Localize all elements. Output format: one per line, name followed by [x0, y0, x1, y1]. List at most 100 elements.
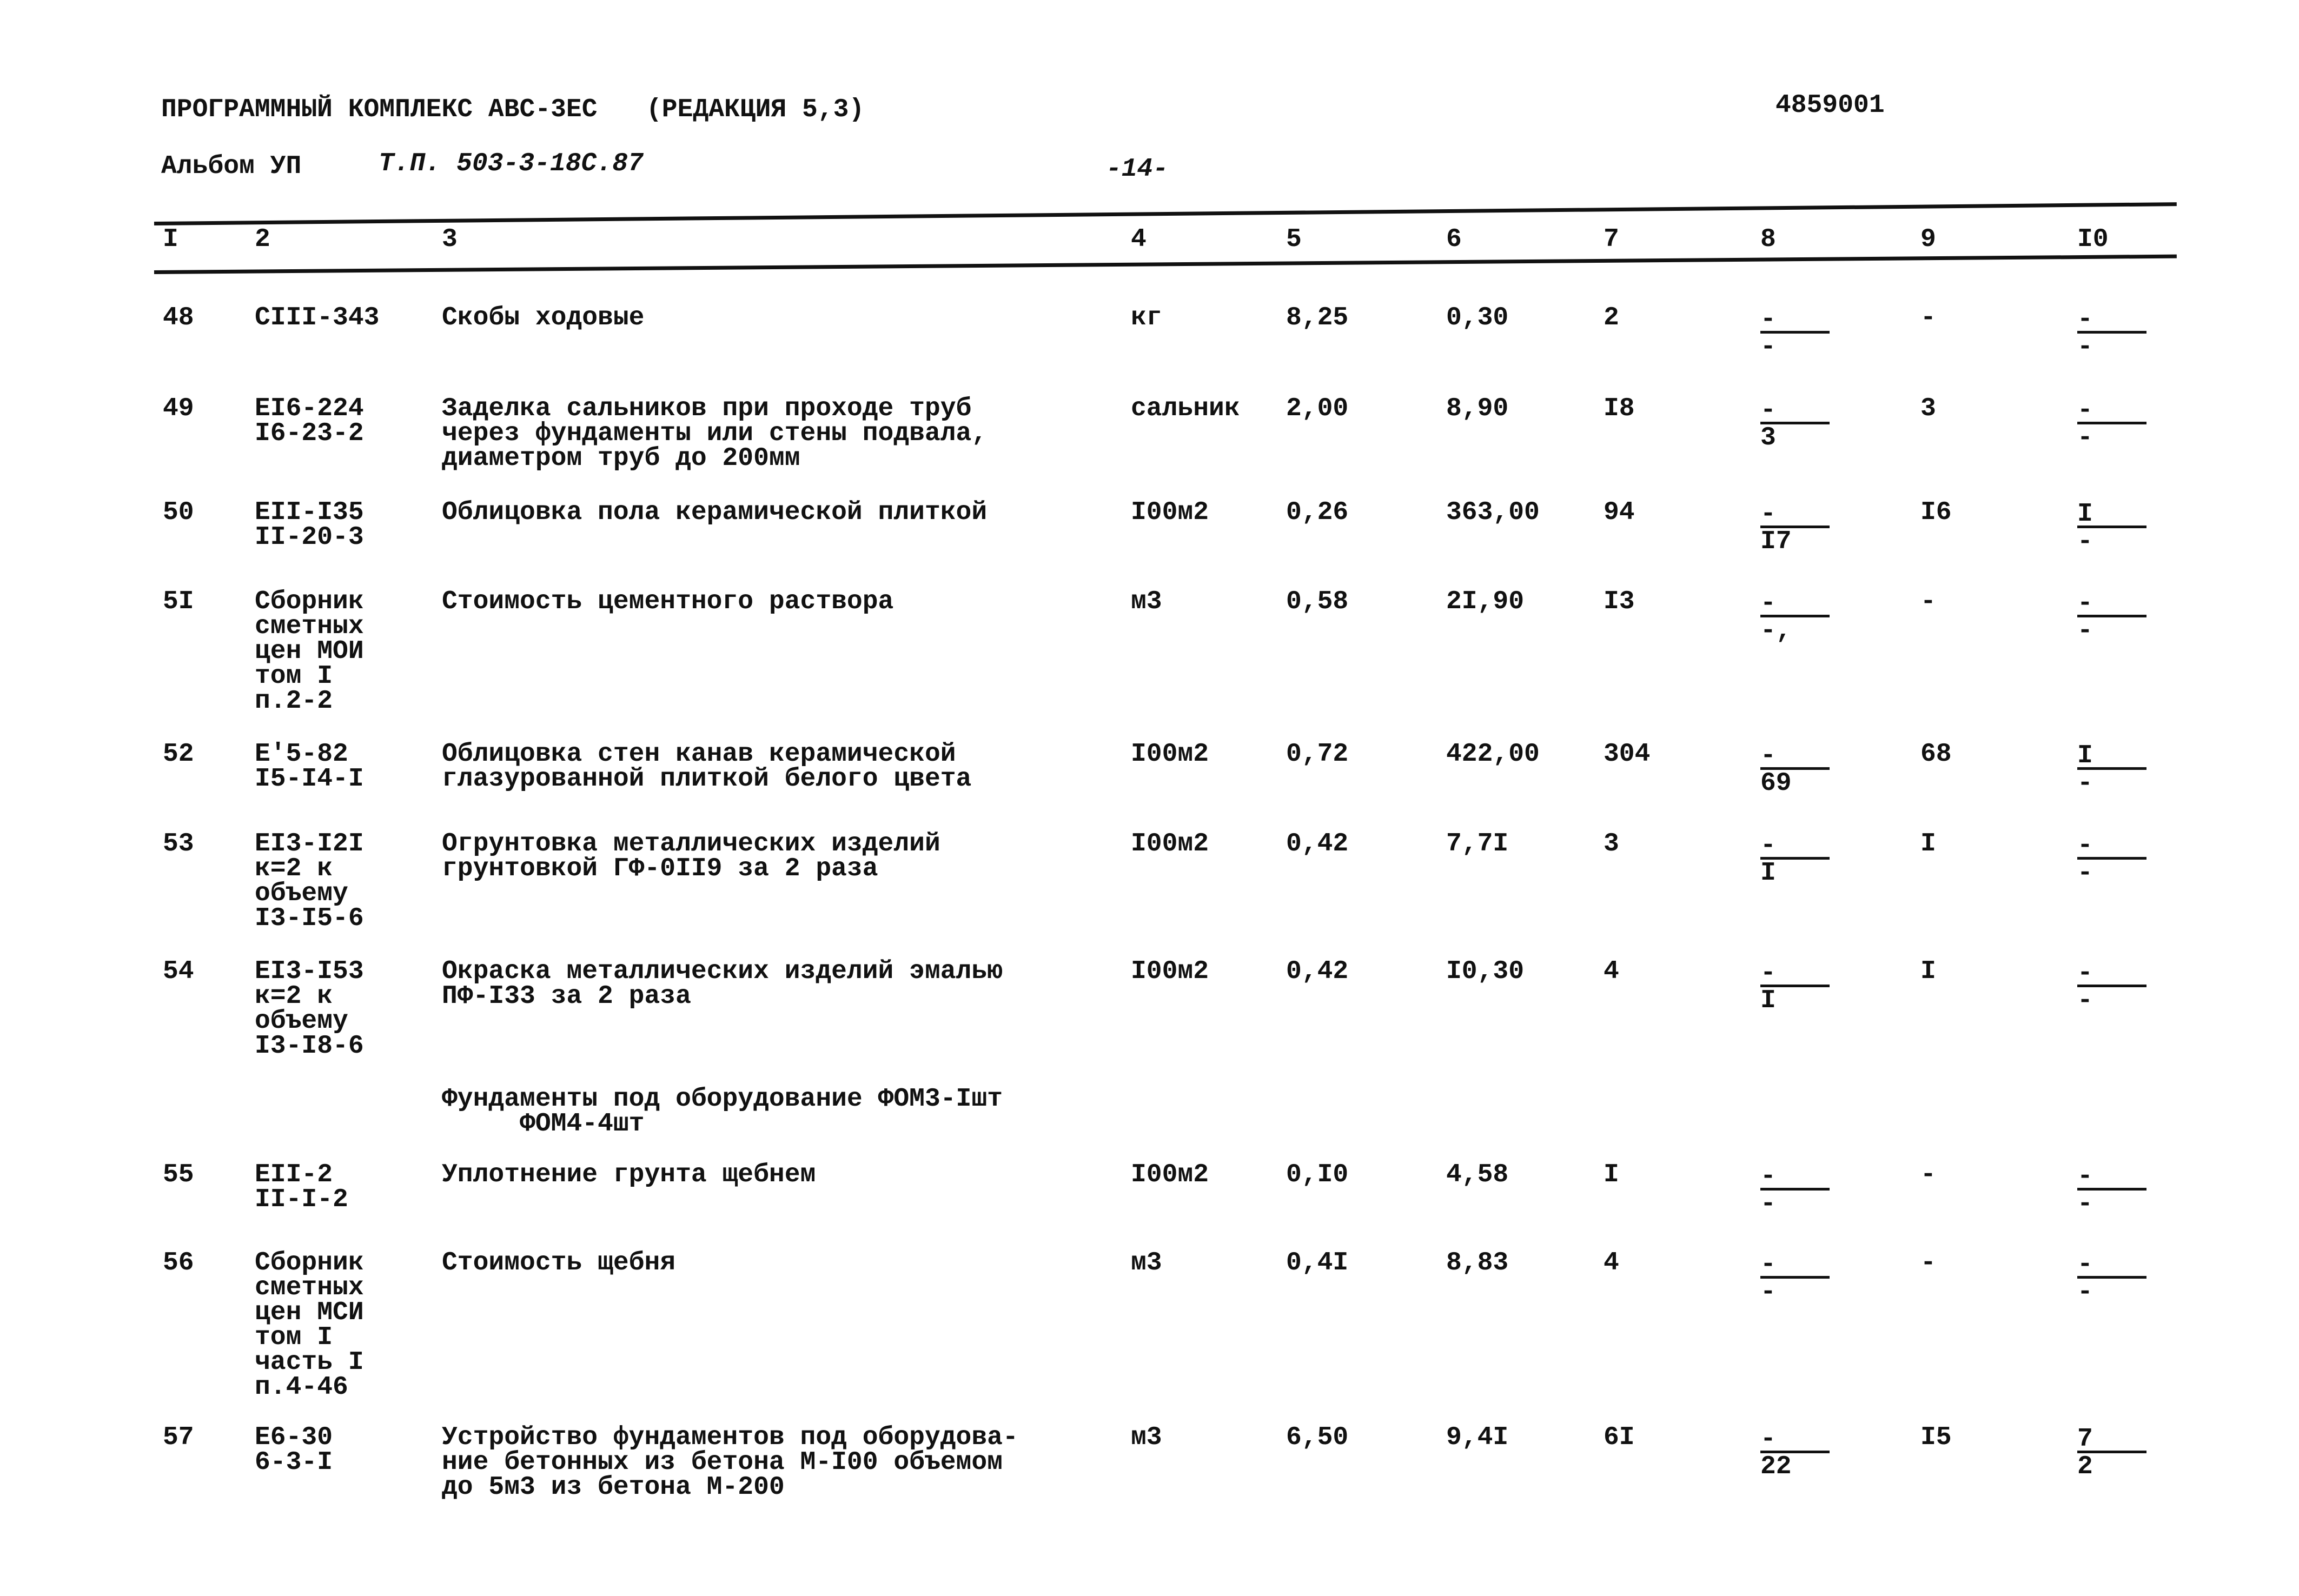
column-9-value: I6 — [1920, 498, 1952, 527]
column-8-fraction: -22 — [1760, 1425, 1831, 1480]
column-10-fraction: -- — [2077, 1250, 2148, 1307]
unit: кг — [1131, 303, 1162, 332]
work-name: Окраска металлических изделий эмалью ПФ-… — [442, 957, 1003, 1011]
unit: I00м2 — [1131, 829, 1209, 859]
column-9-value: I — [1920, 829, 1936, 859]
fraction-bar — [2077, 1451, 2146, 1453]
unit-price: 8,90 — [1446, 394, 1509, 423]
numerator: I — [2077, 741, 2093, 770]
numerator: - — [1760, 396, 1776, 425]
quantity: 0,4I — [1286, 1248, 1349, 1278]
column-8-fraction: -- — [1760, 305, 1831, 361]
unit: м3 — [1131, 1423, 1162, 1452]
table-header-rule — [154, 254, 2177, 274]
denominator: - — [2077, 1278, 2093, 1307]
column-10-fraction: -- — [2077, 960, 2148, 1014]
fraction-bar — [1760, 422, 1830, 424]
numerator: - — [2077, 589, 2093, 618]
quantity: 0,58 — [1286, 587, 1349, 616]
quantity: 0,I0 — [1286, 1160, 1349, 1189]
column-header-9: 9 — [1920, 225, 1936, 254]
column-header-10: I0 — [2077, 225, 2109, 254]
denominator: - — [2077, 769, 2093, 798]
denominator: -, — [1760, 616, 1792, 646]
numerator: - — [2077, 1250, 2093, 1279]
quantity: 2,00 — [1286, 394, 1349, 423]
numerator: - — [1760, 1425, 1776, 1454]
rate-code: Сборник сметных цен МСИ том I часть I п.… — [255, 1248, 364, 1402]
quantity: 0,42 — [1286, 829, 1349, 859]
column-9-value: - — [1920, 587, 1936, 616]
column-9-value: - — [1920, 1160, 1936, 1189]
column-10-fraction: I- — [2077, 500, 2148, 555]
numerator: - — [1760, 1250, 1776, 1279]
column-10-fraction: -- — [2077, 1163, 2148, 1219]
unit-price: 4,58 — [1446, 1160, 1509, 1189]
numerator: - — [1760, 1162, 1776, 1191]
rate-code: Е6-30 6-3-I — [255, 1423, 333, 1477]
numerator: - — [1760, 500, 1776, 529]
column-8-fraction: -- — [1760, 1162, 1831, 1219]
column-9-value: I — [1920, 957, 1936, 986]
column-9-value: - — [1920, 1248, 1936, 1278]
row-number: 53 — [163, 829, 194, 859]
total-cost: I — [1604, 1160, 1619, 1189]
column-9-value: - — [1920, 303, 1936, 332]
rate-code: СIII-343 — [255, 303, 380, 332]
rate-code: ЕI3-I2I к=2 к объему I3-I5-6 — [255, 829, 364, 933]
edition-label: (РЕДАКЦИЯ 5,3) — [646, 95, 865, 124]
rate-code: Е'5-82 I5-I4-I — [255, 740, 364, 794]
row-number: 50 — [163, 498, 194, 527]
fraction-bar — [1760, 767, 1830, 770]
fraction-bar — [2077, 526, 2146, 528]
column-header-3: 3 — [442, 225, 458, 254]
denominator: 3 — [1760, 423, 1776, 453]
quantity: 0,72 — [1286, 740, 1349, 769]
column-9-value: 3 — [1920, 394, 1936, 423]
denominator: - — [1760, 1189, 1776, 1219]
section-title: Фундаменты под оборудование ФОМ3-Iшт ФОМ… — [442, 1085, 1003, 1139]
fraction-bar — [1760, 331, 1830, 334]
column-10-fraction: -- — [2077, 831, 2148, 887]
numerator: - — [1760, 959, 1776, 988]
denominator: - — [2077, 423, 2093, 453]
unit: I00м2 — [1131, 957, 1209, 986]
fraction-bar — [2077, 985, 2146, 987]
column-header-6: 6 — [1446, 225, 1462, 254]
numerator: 7 — [2077, 1425, 2093, 1454]
unit: I00м2 — [1131, 498, 1209, 527]
row-number: 57 — [163, 1423, 194, 1452]
denominator: 69 — [1760, 769, 1792, 798]
work-name: Облицовка пола керамической плиткой — [442, 498, 988, 527]
denominator: - — [2077, 616, 2093, 646]
denominator: - — [1760, 1278, 1776, 1307]
column-8-fraction: -- — [1760, 1250, 1831, 1307]
unit-price: 7,7I — [1446, 829, 1509, 859]
denominator: - — [2077, 1189, 2093, 1219]
column-header-2: 2 — [255, 225, 270, 254]
unit-price: 0,30 — [1446, 303, 1509, 332]
rate-code: Сборник сметных цен МОИ том I п.2-2 — [255, 587, 364, 716]
fraction-bar — [2077, 857, 2146, 860]
work-name: Стоимость щебня — [442, 1248, 676, 1278]
row-number: 5I — [163, 587, 194, 616]
numerator: I — [2077, 500, 2093, 529]
unit-price: 363,00 — [1446, 498, 1540, 527]
column-10-fraction: -- — [2077, 307, 2148, 361]
fraction-bar — [1760, 857, 1830, 860]
rate-code: ЕI3-I53 к=2 к объему I3-I8-6 — [255, 957, 364, 1061]
column-8-fraction: -I — [1760, 833, 1831, 887]
rate-code: ЕI6-224 I6-23-2 — [255, 394, 364, 448]
fraction-bar — [1760, 615, 1830, 617]
row-number: 52 — [163, 740, 194, 769]
numerator: - — [2077, 831, 2093, 860]
album-label: Альбом УП — [161, 152, 302, 181]
numerator: - — [1760, 305, 1776, 334]
unit-price: 9,4I — [1446, 1423, 1509, 1452]
unit: I00м2 — [1131, 740, 1209, 769]
unit-price: 2I,90 — [1446, 587, 1525, 616]
work-name: Скобы ходовые — [442, 303, 645, 332]
unit-price: I0,30 — [1446, 957, 1525, 986]
rate-code: ЕII-2 II-I-2 — [255, 1160, 348, 1214]
fraction-bar — [2077, 422, 2146, 424]
